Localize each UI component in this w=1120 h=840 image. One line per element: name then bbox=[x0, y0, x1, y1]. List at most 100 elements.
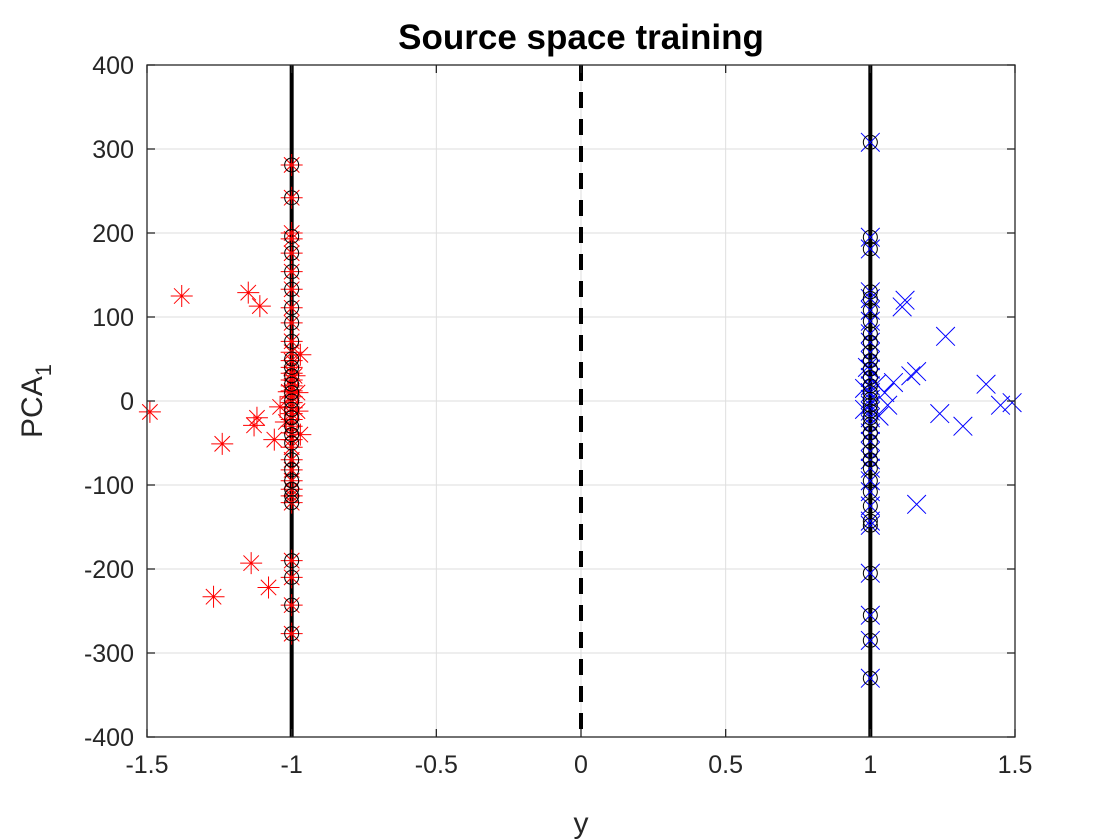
star-marker-path bbox=[280, 296, 303, 319]
x-marker bbox=[860, 496, 881, 516]
x-tick-label: -0.5 bbox=[415, 751, 458, 779]
star-marker bbox=[280, 311, 303, 334]
star-marker bbox=[280, 153, 303, 176]
x-marker bbox=[930, 403, 950, 424]
circle-marker bbox=[284, 473, 300, 489]
circle-marker bbox=[284, 435, 300, 451]
circle-marker bbox=[862, 334, 878, 350]
star-marker-path bbox=[245, 406, 268, 429]
circle-marker bbox=[862, 134, 878, 150]
x-tick-label: 1 bbox=[863, 751, 877, 779]
circle-marker bbox=[862, 344, 878, 360]
x-marker bbox=[953, 416, 973, 436]
star-marker-path bbox=[280, 260, 303, 283]
circle-marker bbox=[862, 517, 878, 533]
star-marker-path bbox=[280, 242, 303, 265]
y-tick-label: 100 bbox=[92, 304, 134, 332]
circle-marker bbox=[862, 632, 878, 648]
star-marker-path bbox=[280, 549, 303, 572]
star-marker bbox=[243, 414, 266, 437]
circle-marker bbox=[862, 326, 878, 342]
star-marker-path bbox=[280, 186, 303, 209]
circle-marker bbox=[862, 498, 878, 514]
x-marker bbox=[906, 361, 927, 382]
star-marker bbox=[280, 566, 303, 589]
star-marker bbox=[245, 406, 268, 429]
circle-marker bbox=[284, 368, 300, 384]
star-marker-path bbox=[202, 585, 225, 608]
x-marker bbox=[895, 290, 915, 310]
x-marker bbox=[860, 605, 881, 625]
x-marker bbox=[990, 395, 1011, 415]
star-marker-path bbox=[243, 414, 266, 437]
x-marker bbox=[860, 471, 881, 491]
circle-marker bbox=[284, 300, 300, 316]
circle-marker bbox=[862, 417, 878, 433]
x-tick-label: 1.5 bbox=[998, 751, 1033, 779]
circle-marker bbox=[284, 359, 300, 375]
circle-marker bbox=[862, 460, 878, 476]
circle-marker bbox=[862, 403, 878, 419]
circle-marker bbox=[862, 353, 878, 369]
star-marker-path bbox=[277, 380, 300, 403]
y-tick-label: 400 bbox=[92, 52, 134, 80]
circle-marker bbox=[284, 376, 300, 392]
circle-marker bbox=[284, 281, 300, 297]
star-marker-path bbox=[263, 428, 286, 451]
x-marker bbox=[860, 132, 881, 152]
circle-marker bbox=[284, 157, 300, 173]
y-tick-label: -400 bbox=[84, 724, 134, 752]
star-marker-path bbox=[280, 436, 303, 459]
star-marker bbox=[280, 622, 303, 645]
circle-marker bbox=[284, 452, 300, 468]
star-marker-path bbox=[280, 227, 303, 250]
star-marker-path bbox=[138, 400, 161, 423]
circle-marker bbox=[284, 495, 300, 511]
circle-marker bbox=[862, 513, 878, 529]
circle-marker bbox=[284, 481, 300, 497]
star-marker-path bbox=[286, 381, 309, 404]
circle-marker bbox=[862, 385, 878, 401]
star-marker-path bbox=[248, 295, 271, 318]
x-marker bbox=[935, 326, 956, 347]
star-marker-path bbox=[283, 364, 306, 387]
circle-marker bbox=[284, 351, 300, 367]
x-marker bbox=[869, 406, 889, 426]
star-marker bbox=[289, 423, 312, 446]
circle-marker bbox=[284, 228, 300, 244]
circle-marker bbox=[862, 241, 878, 257]
star-marker-path bbox=[269, 395, 292, 418]
star-marker bbox=[138, 400, 161, 423]
circle-marker bbox=[284, 553, 300, 569]
star-marker bbox=[280, 296, 303, 319]
circle-marker bbox=[862, 397, 878, 413]
circle-marker bbox=[284, 264, 300, 280]
star-marker bbox=[248, 295, 271, 318]
x-axis-title: y bbox=[574, 807, 589, 840]
circle-marker bbox=[862, 473, 878, 489]
x-marker bbox=[860, 630, 881, 651]
circle-marker bbox=[862, 607, 878, 623]
circle-marker bbox=[862, 391, 878, 407]
x-marker bbox=[860, 300, 881, 320]
y-tick-label: -100 bbox=[84, 472, 134, 500]
star-marker bbox=[280, 594, 303, 617]
circle-marker bbox=[862, 229, 878, 245]
star-marker-path bbox=[280, 622, 303, 645]
circle-marker bbox=[284, 190, 300, 206]
star-marker-path bbox=[257, 576, 280, 599]
star-marker-path bbox=[280, 153, 303, 176]
circle-marker bbox=[862, 565, 878, 581]
x-marker bbox=[860, 482, 881, 502]
star-marker bbox=[280, 186, 303, 209]
y-tick-label: -300 bbox=[84, 640, 134, 668]
axis-ticks: -1.5 -1 -0.5 0 0.5 1 1.5 -400 -300 -200 -100 0 100 20… bbox=[84, 52, 1032, 779]
circle-marker bbox=[862, 361, 878, 377]
star-marker-path bbox=[280, 566, 303, 589]
circle-marker bbox=[862, 302, 878, 318]
chart-title: Source space training bbox=[398, 18, 764, 57]
y-tick-label: -200 bbox=[84, 556, 134, 584]
x-marker bbox=[860, 668, 881, 688]
circle-marker bbox=[284, 401, 300, 417]
